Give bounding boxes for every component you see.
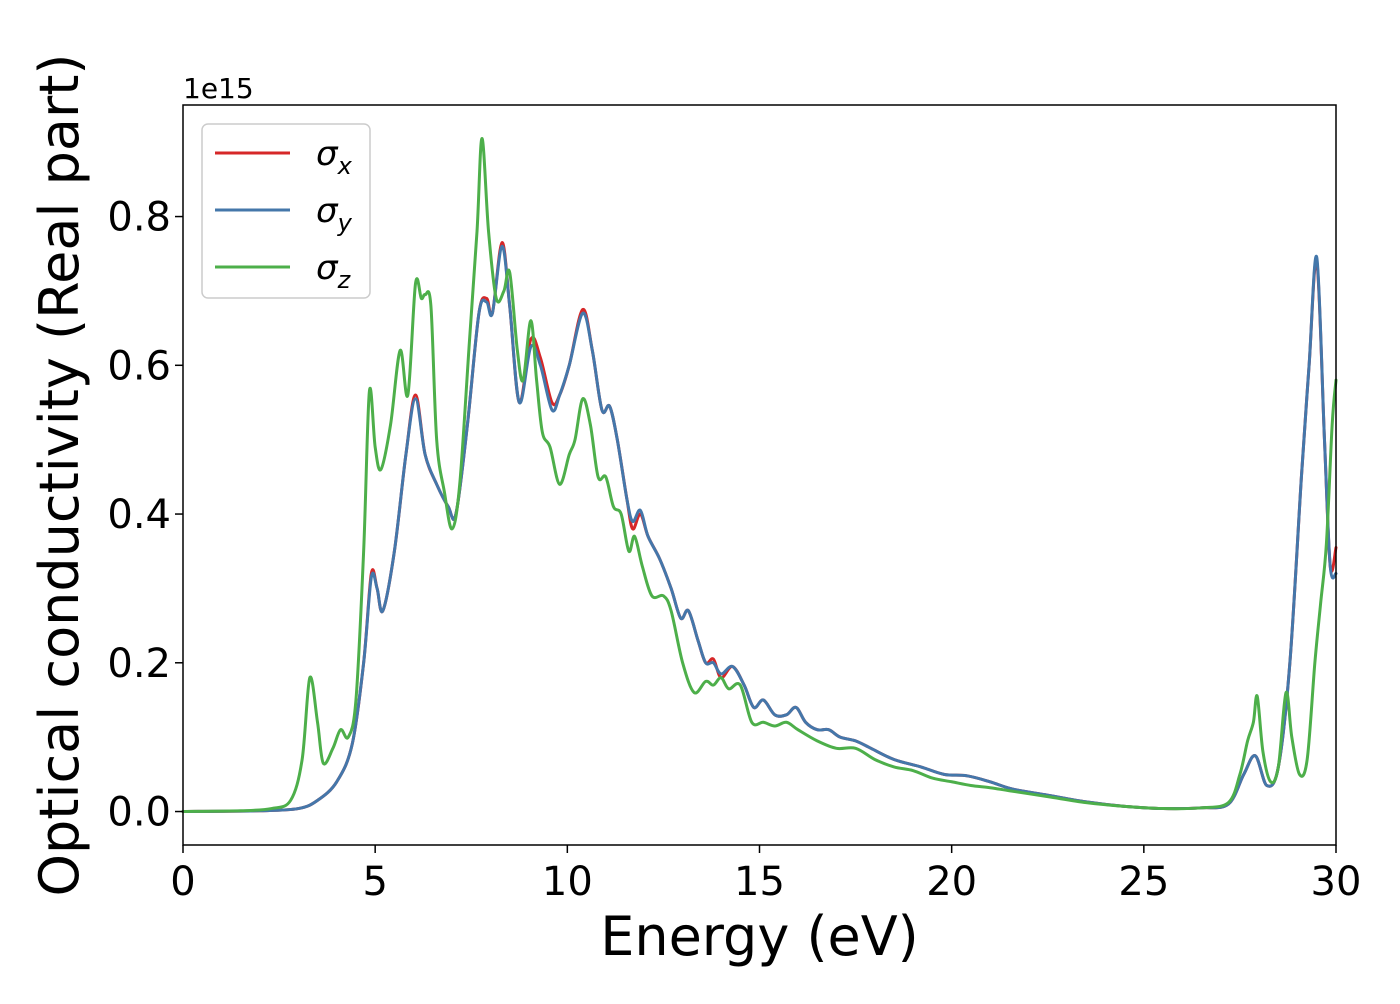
y-tick-label: 0.2: [107, 641, 171, 687]
y-tick-label: 0.0: [107, 790, 171, 836]
x-tick-label: 15: [734, 859, 785, 905]
y-tick-label: 0.4: [107, 492, 171, 538]
legend-label-x: σx: [316, 134, 353, 180]
y-tick-label: 0.6: [107, 343, 171, 389]
series-line-y: [181, 244, 1338, 814]
x-tick-label: 25: [1118, 859, 1169, 905]
x-tick-label: 10: [542, 859, 593, 905]
x-axis-label: Energy (eV): [600, 905, 919, 968]
legend-symbol: σ: [316, 134, 339, 174]
legend-label-z: σz: [316, 248, 352, 294]
legend-label-y: σy: [316, 191, 353, 237]
legend-subscript: y: [337, 209, 353, 237]
plot-lines: [181, 136, 1338, 814]
series-line-z: [181, 136, 1338, 814]
y-offset-label: 1e15: [183, 72, 254, 105]
x-tick-label: 0: [170, 859, 195, 905]
y-axis-ticks: 0.0 0.2 0.4 0.6 0.8: [107, 195, 183, 836]
x-tick-label: 5: [362, 859, 387, 905]
x-axis-ticks: 0 5 10 15 20 25 30: [170, 845, 1361, 905]
y-axis-label: Optical conductivity (Real part): [28, 54, 91, 897]
legend-subscript: z: [337, 266, 352, 294]
legend-subscript: x: [337, 152, 353, 180]
x-tick-label: 20: [926, 859, 977, 905]
x-tick-label: 30: [1311, 859, 1362, 905]
legend-symbol: σ: [316, 248, 339, 288]
legend-symbol: σ: [316, 191, 339, 231]
y-tick-label: 0.8: [107, 195, 171, 241]
